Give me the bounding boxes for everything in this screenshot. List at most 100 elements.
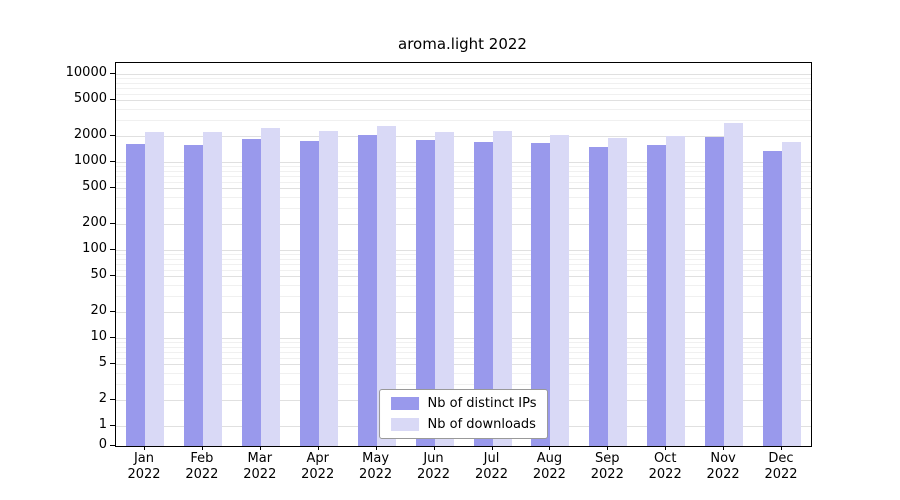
x-tick-label: Feb 2022 <box>173 451 231 483</box>
gridline <box>116 88 811 89</box>
x-tick-month: Aug <box>536 451 563 466</box>
bar-distinct-ips <box>126 144 145 446</box>
x-tick-year: 2022 <box>185 467 219 482</box>
bar-distinct-ips <box>531 142 551 446</box>
x-tick-mark <box>375 446 377 450</box>
x-tick-mark <box>201 446 203 450</box>
x-tick-month: Dec <box>768 451 794 466</box>
y-tick-mark <box>110 223 115 224</box>
x-tick-month: Jul <box>483 451 500 466</box>
gridline <box>116 100 811 101</box>
gridline <box>116 94 811 95</box>
x-tick-month: Oct <box>653 451 677 466</box>
x-tick-month: May <box>362 451 390 466</box>
y-tick-mark <box>110 311 115 312</box>
bar-downloads <box>145 131 164 446</box>
bar-downloads <box>550 134 570 446</box>
x-tick-mark <box>781 446 782 450</box>
bar-downloads <box>318 131 338 446</box>
bar-distinct-ips <box>589 146 609 446</box>
x-tick-label: Nov 2022 <box>694 451 752 483</box>
x-tick-mark <box>433 446 435 450</box>
bar-downloads <box>608 137 628 446</box>
y-tick-label: 1000 <box>73 153 107 168</box>
x-tick-year: 2022 <box>648 467 682 482</box>
bar-downloads <box>376 126 396 446</box>
x-tick-month: Feb <box>190 451 214 466</box>
x-tick-year: 2022 <box>590 467 624 482</box>
x-tick-month: Sep <box>595 451 620 466</box>
y-tick-mark <box>110 425 115 426</box>
x-tick-year: 2022 <box>706 467 740 482</box>
legend-entry: Nb of distinct IPs <box>390 396 537 411</box>
chart-title: aroma.light 2022 <box>398 35 527 53</box>
x-tick-label: Aug 2022 <box>520 451 578 483</box>
y-axis: 0 1 2 5 10 20 50 100 200 500 1000 2000 5000 10000 <box>0 62 107 452</box>
y-tick-label: 50 <box>90 267 107 283</box>
x-tick-year: 2022 <box>532 467 566 482</box>
y-tick-mark <box>110 99 115 100</box>
y-tick-mark <box>110 135 115 136</box>
bar-downloads <box>724 123 744 446</box>
y-tick-label: 2 <box>98 390 107 406</box>
y-tick-label: 0 <box>98 437 107 452</box>
x-tick-label: Mar 2022 <box>231 451 289 483</box>
x-tick-mark <box>259 446 261 450</box>
bar-distinct-ips <box>357 134 377 446</box>
gridline <box>116 78 811 79</box>
legend-label: Nb of distinct IPs <box>427 396 537 411</box>
legend-swatch-downloads <box>390 418 419 431</box>
y-tick-label: 200 <box>82 214 107 230</box>
y-tick-mark <box>110 275 115 276</box>
bar-distinct-ips <box>299 140 319 446</box>
bar-distinct-ips <box>763 150 782 446</box>
y-tick-label: 5000 <box>73 91 107 107</box>
y-tick-mark <box>110 337 115 338</box>
x-tick-year: 2022 <box>416 467 451 482</box>
x-tick-year: 2022 <box>359 467 393 482</box>
y-tick-mark <box>110 73 115 74</box>
gridline <box>116 83 811 84</box>
y-tick-label: 1 <box>98 417 107 432</box>
y-tick-label: 5 <box>98 355 107 371</box>
bar-downloads <box>260 127 280 446</box>
plot-area: Nb of distinct IPs Nb of downloads <box>115 62 812 447</box>
x-tick-label: Dec 2022 <box>752 451 810 483</box>
x-tick-label: Oct 2022 <box>636 451 694 483</box>
bar-distinct-ips <box>705 136 725 446</box>
x-tick-mark <box>665 446 667 450</box>
x-tick-year: 2022 <box>301 467 335 482</box>
x-tick-month: Jun <box>423 451 444 466</box>
x-tick-year: 2022 <box>127 467 161 482</box>
x-tick-month: Mar <box>247 451 273 466</box>
x-tick-month: Apr <box>306 451 329 466</box>
y-tick-label: 2000 <box>73 126 107 142</box>
y-tick-mark <box>110 161 115 162</box>
y-tick-mark <box>110 399 115 400</box>
bar-downloads <box>492 131 512 446</box>
x-tick-mark <box>723 446 725 450</box>
x-tick-year: 2022 <box>764 467 798 482</box>
x-tick-month: Jan <box>133 451 155 466</box>
x-axis: Jan 2022 Feb 2022 Mar 2022 Apr 2022 May 2022 Jun 20… <box>115 451 810 491</box>
x-tick-mark <box>317 446 319 450</box>
legend-label: Nb of downloads <box>427 417 536 432</box>
bar-downloads <box>434 131 454 446</box>
bar-distinct-ips <box>473 141 493 446</box>
gridline <box>116 120 811 121</box>
y-tick-mark <box>110 249 115 250</box>
x-tick-month: Nov <box>710 451 736 466</box>
y-tick-label: 100 <box>82 241 107 256</box>
legend-swatch-distinct-ips <box>390 397 419 410</box>
x-tick-year: 2022 <box>243 467 277 482</box>
y-tick-mark <box>110 187 115 188</box>
y-tick-label: 500 <box>82 179 107 195</box>
x-tick-label: Sep 2022 <box>578 451 636 483</box>
x-tick-label: Jan 2022 <box>115 451 173 483</box>
x-tick-year: 2022 <box>474 467 509 482</box>
x-tick-label: Jul 2022 <box>463 451 521 483</box>
y-tick-label: 10 <box>90 329 107 344</box>
x-tick-label: Jun 2022 <box>405 451 463 483</box>
y-tick-mark <box>110 445 115 446</box>
